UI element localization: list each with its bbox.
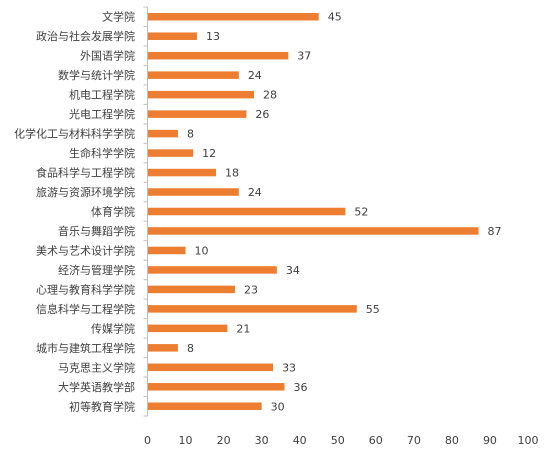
category-labels-layer: 文学院政治与社会发展学院外国语学院数学与统计学院机电工程学院光电工程学院化学化工… (14, 10, 135, 414)
category-label: 体育学院 (91, 205, 135, 219)
data-label: 10 (195, 244, 209, 257)
bar (147, 227, 479, 235)
bar (147, 129, 178, 138)
category-label: 食品科学与工程学院 (36, 166, 135, 180)
data-label: 36 (293, 381, 307, 394)
bars-layer (147, 12, 479, 411)
category-label: 城市与建筑工程学院 (36, 341, 135, 355)
data-label: 30 (271, 400, 285, 413)
category-label: 初等教育学院 (69, 399, 135, 413)
x-tick-label: 100 (518, 434, 539, 447)
bar (147, 324, 228, 333)
data-label: 34 (286, 264, 300, 277)
data-label: 37 (297, 50, 311, 63)
bar (147, 344, 178, 352)
category-label: 心理与教育科学学院 (36, 282, 135, 296)
category-label: 外国语学院 (80, 49, 135, 63)
bar (147, 363, 274, 372)
data-label: 23 (244, 283, 258, 296)
data-label: 55 (366, 303, 380, 316)
category-label: 文学院 (102, 10, 135, 24)
data-label: 28 (263, 89, 277, 102)
data-label: 87 (488, 225, 502, 238)
category-label: 音乐与舞蹈学院 (58, 224, 135, 238)
data-label: 45 (328, 11, 342, 24)
x-tick-label: 90 (483, 434, 497, 447)
bar (147, 285, 236, 294)
category-label: 生命科学学院 (69, 146, 135, 160)
bar (147, 90, 255, 99)
bar (147, 402, 262, 411)
bar (147, 12, 319, 21)
category-label: 信息科学与工程学院 (36, 302, 135, 316)
category-label: 化学化工与材料科学学院 (14, 127, 135, 141)
x-tick-label: 50 (331, 434, 345, 447)
data-label: 24 (248, 186, 262, 199)
bar (147, 266, 277, 274)
data-label: 8 (187, 342, 194, 355)
bar (147, 168, 216, 177)
data-label: 12 (202, 147, 216, 160)
bar (147, 207, 346, 216)
category-label: 政治与社会发展学院 (36, 29, 135, 43)
x-tick-label: 70 (407, 434, 421, 447)
category-label: 马克思主义学院 (58, 360, 135, 374)
data-label: 24 (248, 69, 262, 82)
bar (147, 188, 239, 196)
data-label: 8 (187, 128, 194, 141)
x-tick-label: 80 (445, 434, 459, 447)
data-label: 26 (255, 108, 269, 121)
bar (147, 51, 289, 60)
data-label: 13 (206, 30, 220, 43)
x-tick-label: 10 (179, 434, 193, 447)
category-label: 经济与管理学院 (58, 263, 135, 277)
bar (147, 383, 285, 391)
data-label: 33 (282, 361, 296, 374)
bar (147, 305, 357, 313)
x-tick-label: 40 (293, 434, 307, 447)
category-label: 大学英语教学部 (58, 380, 135, 394)
bar (147, 110, 247, 118)
x-tick-label: 30 (255, 434, 269, 447)
bar (147, 71, 239, 79)
category-label: 传媒学院 (91, 321, 135, 335)
category-label: 光电工程学院 (69, 107, 135, 121)
data-label: 18 (225, 167, 239, 180)
bar (147, 246, 186, 255)
x-tick-label: 20 (217, 434, 231, 447)
data-label: 52 (354, 206, 368, 219)
data-label: 21 (236, 322, 250, 335)
category-label: 旅游与资源环境学院 (36, 185, 135, 199)
x-tick-label: 60 (369, 434, 383, 447)
x-tick-label: 0 (144, 434, 151, 447)
axis-layer: 0 10 20 30 40 50 60 70 80 90 100 (143, 6, 539, 447)
category-label: 数学与统计学院 (58, 68, 135, 82)
bar (147, 149, 194, 157)
bar (147, 32, 197, 40)
category-label: 机电工程学院 (69, 88, 135, 102)
category-label: 美术与艺术设计学院 (36, 243, 135, 257)
